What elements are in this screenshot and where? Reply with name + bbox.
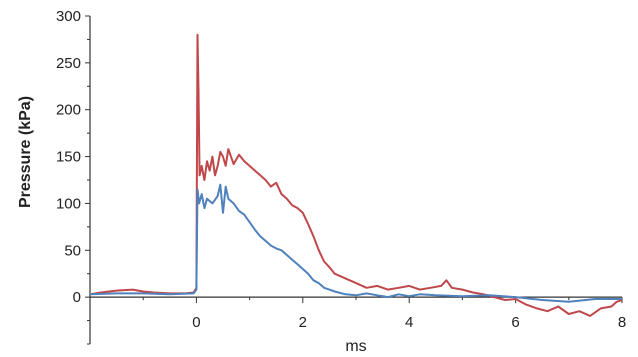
plot-area: 0 50 100 150 200 250 300 0 2 4 6 8 <box>56 8 626 345</box>
x-tick-label: 0 <box>192 314 200 331</box>
y-tick-label: 100 <box>56 195 81 212</box>
y-tick-label: 200 <box>56 102 81 119</box>
y-tick-label: 300 <box>56 8 81 25</box>
y-tick-label: 150 <box>56 149 81 166</box>
x-tick-label: 2 <box>299 314 307 331</box>
y-tick-label: 50 <box>64 242 81 259</box>
x-tick-label: 8 <box>618 314 626 331</box>
series-line-2 <box>89 183 622 303</box>
y-tick-label: 250 <box>56 55 81 72</box>
y-tick-label: 0 <box>73 289 81 306</box>
x-axis-title: ms <box>345 338 366 355</box>
x-tick-label: 4 <box>405 314 413 331</box>
x-tick-label: 6 <box>511 314 519 331</box>
x-ticks: 0 2 4 6 8 <box>89 297 626 331</box>
series-group <box>89 33 623 317</box>
y-ticks: 0 50 100 150 200 250 300 <box>56 8 90 345</box>
y-axis-title: Pressure (kPa) <box>17 96 34 208</box>
series-line-1 <box>89 33 623 317</box>
